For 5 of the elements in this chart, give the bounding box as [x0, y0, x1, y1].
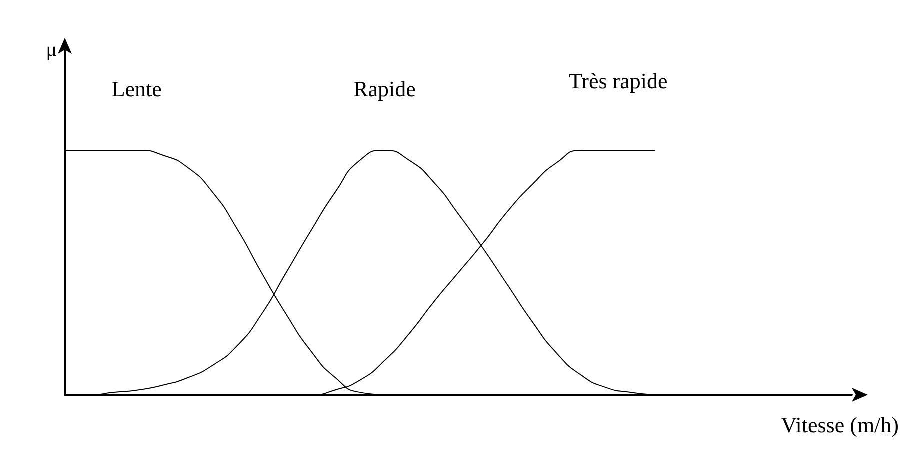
- text: Lente: [112, 76, 162, 102]
- text: Rapide: [354, 76, 416, 102]
- y-axis-title: μ: [46, 39, 57, 61]
- text: Très rapide: [568, 68, 668, 94]
- x-axis-title: Vitesse (m/h): [781, 412, 900, 438]
